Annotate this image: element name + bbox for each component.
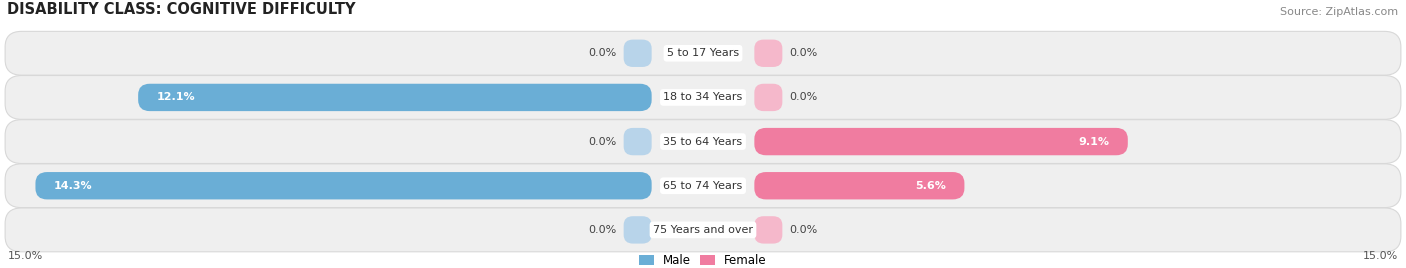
Text: 15.0%: 15.0% — [7, 251, 42, 261]
Text: 75 Years and over: 75 Years and over — [652, 225, 754, 235]
FancyBboxPatch shape — [624, 40, 651, 67]
FancyBboxPatch shape — [624, 128, 651, 155]
FancyBboxPatch shape — [624, 216, 651, 244]
Text: 0.0%: 0.0% — [789, 225, 818, 235]
Text: 12.1%: 12.1% — [157, 92, 195, 102]
FancyBboxPatch shape — [755, 216, 782, 244]
Text: 9.1%: 9.1% — [1078, 137, 1109, 147]
Text: 0.0%: 0.0% — [789, 48, 818, 58]
FancyBboxPatch shape — [6, 31, 1400, 75]
Text: 5.6%: 5.6% — [915, 181, 946, 191]
FancyBboxPatch shape — [6, 120, 1400, 163]
Text: 14.3%: 14.3% — [53, 181, 93, 191]
Text: Source: ZipAtlas.com: Source: ZipAtlas.com — [1281, 7, 1399, 17]
FancyBboxPatch shape — [6, 76, 1400, 119]
FancyBboxPatch shape — [755, 172, 965, 199]
FancyBboxPatch shape — [755, 128, 1128, 155]
FancyBboxPatch shape — [35, 172, 651, 199]
Text: 5 to 17 Years: 5 to 17 Years — [666, 48, 740, 58]
Text: 0.0%: 0.0% — [789, 92, 818, 102]
Text: 0.0%: 0.0% — [588, 48, 617, 58]
Text: DISABILITY CLASS: COGNITIVE DIFFICULTY: DISABILITY CLASS: COGNITIVE DIFFICULTY — [7, 2, 356, 17]
Text: 18 to 34 Years: 18 to 34 Years — [664, 92, 742, 102]
Text: 15.0%: 15.0% — [1364, 251, 1399, 261]
Text: 0.0%: 0.0% — [588, 225, 617, 235]
FancyBboxPatch shape — [138, 84, 651, 111]
Text: 35 to 64 Years: 35 to 64 Years — [664, 137, 742, 147]
Legend: Male, Female: Male, Female — [640, 254, 766, 267]
FancyBboxPatch shape — [6, 208, 1400, 252]
FancyBboxPatch shape — [755, 40, 782, 67]
FancyBboxPatch shape — [6, 164, 1400, 208]
Text: 0.0%: 0.0% — [588, 137, 617, 147]
FancyBboxPatch shape — [755, 84, 782, 111]
Text: 65 to 74 Years: 65 to 74 Years — [664, 181, 742, 191]
